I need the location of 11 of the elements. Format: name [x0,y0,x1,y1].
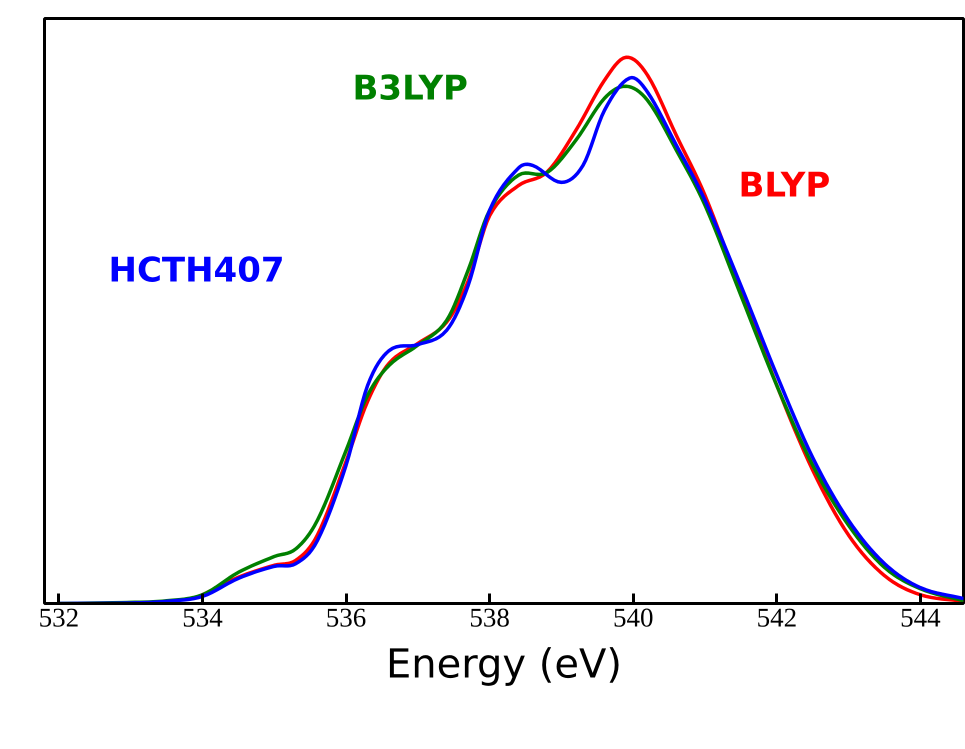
x-tick-label: 534 [182,602,224,632]
x-tick-label: 536 [326,602,366,632]
x-tick-label: 540 [612,602,654,632]
series-label: BLYP [738,166,830,206]
text: B3LYP [352,68,468,108]
x-tick-label: 542 [756,602,798,632]
x-tick-label: 532 [38,602,80,632]
text: HCTH407 [108,250,285,290]
x-tick-label: 544 [900,602,942,632]
x-axis-title: Energy (eV) [386,642,622,688]
x-tick-label: 538 [469,602,510,632]
